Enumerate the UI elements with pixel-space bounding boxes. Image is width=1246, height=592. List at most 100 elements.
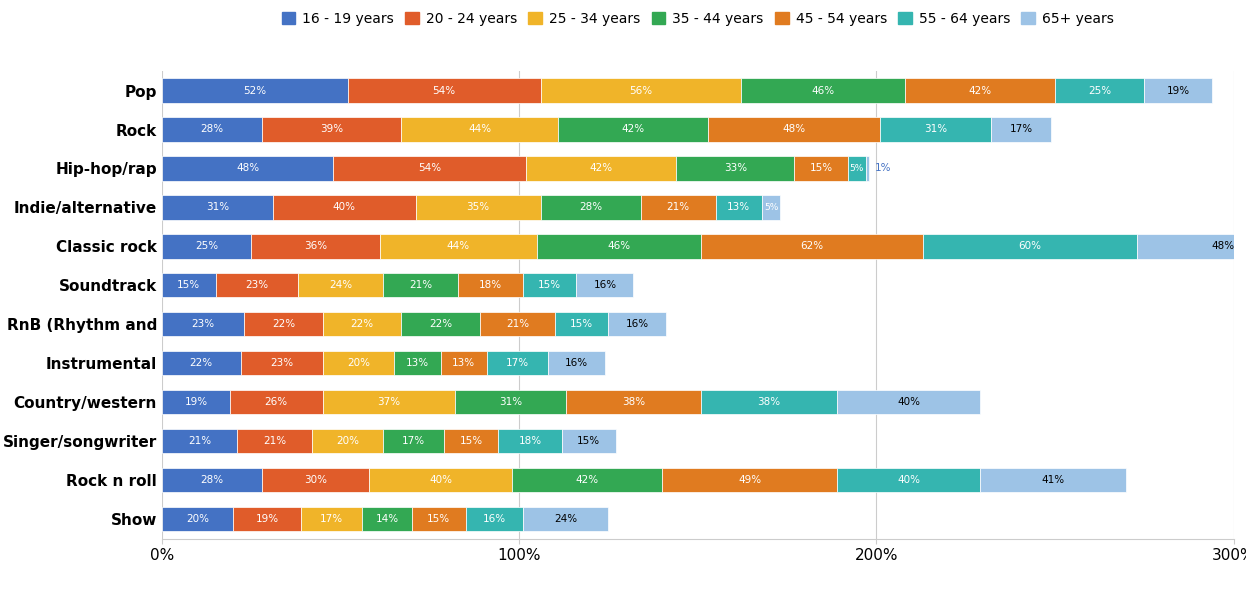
Text: 13%: 13% bbox=[406, 358, 429, 368]
Bar bbox=[334, 156, 526, 181]
Text: 15%: 15% bbox=[460, 436, 482, 446]
Text: 42%: 42% bbox=[589, 163, 613, 173]
Text: 16%: 16% bbox=[482, 514, 506, 525]
Text: 15%: 15% bbox=[577, 436, 601, 446]
Text: 17%: 17% bbox=[320, 514, 343, 525]
Text: 40%: 40% bbox=[897, 397, 920, 407]
Text: 21%: 21% bbox=[410, 281, 432, 291]
Bar bbox=[979, 468, 1126, 493]
Text: 17%: 17% bbox=[1009, 124, 1033, 134]
Bar bbox=[323, 390, 455, 414]
Bar bbox=[162, 351, 240, 375]
Text: 5%: 5% bbox=[764, 203, 779, 212]
Bar bbox=[866, 156, 870, 181]
Bar bbox=[229, 390, 323, 414]
Text: 22%: 22% bbox=[272, 319, 295, 329]
Text: 23%: 23% bbox=[245, 281, 268, 291]
Text: 21%: 21% bbox=[188, 436, 211, 446]
Text: 54%: 54% bbox=[419, 163, 441, 173]
Bar bbox=[923, 234, 1138, 259]
Bar bbox=[237, 429, 312, 453]
Bar bbox=[162, 117, 262, 141]
Text: 38%: 38% bbox=[758, 397, 781, 407]
Text: 16%: 16% bbox=[625, 319, 649, 329]
Bar bbox=[558, 117, 709, 141]
Text: 24%: 24% bbox=[329, 281, 353, 291]
Text: 41%: 41% bbox=[1042, 475, 1065, 485]
Bar bbox=[880, 117, 991, 141]
Bar bbox=[273, 195, 416, 220]
Text: 23%: 23% bbox=[270, 358, 293, 368]
Text: 33%: 33% bbox=[724, 163, 746, 173]
Text: 13%: 13% bbox=[728, 202, 750, 213]
Bar bbox=[562, 429, 616, 453]
Bar bbox=[577, 274, 633, 297]
Text: 28%: 28% bbox=[579, 202, 602, 213]
Bar bbox=[548, 351, 604, 375]
Bar bbox=[162, 313, 244, 336]
Text: 17%: 17% bbox=[402, 436, 425, 446]
Text: 49%: 49% bbox=[738, 475, 761, 485]
Bar bbox=[233, 507, 302, 531]
Text: 42%: 42% bbox=[622, 124, 645, 134]
Text: 18%: 18% bbox=[518, 436, 542, 446]
Bar bbox=[459, 274, 523, 297]
Bar bbox=[715, 195, 763, 220]
Bar bbox=[262, 117, 401, 141]
Bar bbox=[323, 351, 394, 375]
Bar bbox=[466, 507, 523, 531]
Bar bbox=[1138, 234, 1246, 259]
Text: 44%: 44% bbox=[468, 124, 491, 134]
Text: 40%: 40% bbox=[429, 475, 452, 485]
Text: 20%: 20% bbox=[336, 436, 359, 446]
Bar bbox=[763, 195, 780, 220]
Bar bbox=[401, 313, 480, 336]
Text: 56%: 56% bbox=[629, 85, 652, 95]
Bar bbox=[401, 117, 558, 141]
Text: 42%: 42% bbox=[968, 85, 992, 95]
Bar bbox=[512, 468, 662, 493]
Text: 37%: 37% bbox=[378, 397, 400, 407]
Text: 48%: 48% bbox=[782, 124, 806, 134]
Bar bbox=[252, 234, 380, 259]
Bar bbox=[162, 390, 229, 414]
Legend: 16 - 19 years, 20 - 24 years, 25 - 34 years, 35 - 44 years, 45 - 54 years, 55 - : 16 - 19 years, 20 - 24 years, 25 - 34 ye… bbox=[278, 8, 1118, 30]
Bar bbox=[740, 79, 905, 102]
Bar bbox=[905, 79, 1055, 102]
Text: 15%: 15% bbox=[177, 281, 201, 291]
Bar bbox=[701, 234, 923, 259]
Bar bbox=[363, 507, 412, 531]
Bar bbox=[302, 507, 363, 531]
Bar bbox=[262, 468, 369, 493]
Text: 5%: 5% bbox=[850, 164, 863, 173]
Bar bbox=[566, 390, 701, 414]
Text: 23%: 23% bbox=[192, 319, 214, 329]
Bar bbox=[1055, 79, 1144, 102]
Bar bbox=[991, 117, 1052, 141]
Bar bbox=[662, 468, 837, 493]
Text: 31%: 31% bbox=[923, 124, 947, 134]
Bar bbox=[554, 313, 608, 336]
Text: 15%: 15% bbox=[538, 281, 561, 291]
Bar bbox=[162, 156, 334, 181]
Text: 60%: 60% bbox=[1018, 242, 1042, 252]
Bar bbox=[455, 390, 566, 414]
Text: 31%: 31% bbox=[498, 397, 522, 407]
Text: 62%: 62% bbox=[800, 242, 824, 252]
Bar bbox=[480, 313, 554, 336]
Text: 22%: 22% bbox=[429, 319, 452, 329]
Text: 20%: 20% bbox=[346, 358, 370, 368]
Bar bbox=[677, 156, 794, 181]
Bar bbox=[348, 79, 541, 102]
Bar bbox=[416, 195, 541, 220]
Bar bbox=[640, 195, 715, 220]
Bar bbox=[709, 117, 880, 141]
Bar bbox=[412, 507, 466, 531]
Bar bbox=[162, 195, 273, 220]
Text: 30%: 30% bbox=[304, 475, 326, 485]
Bar bbox=[701, 390, 837, 414]
Bar bbox=[162, 234, 252, 259]
Text: 48%: 48% bbox=[237, 163, 259, 173]
Bar bbox=[298, 274, 384, 297]
Bar bbox=[162, 274, 216, 297]
